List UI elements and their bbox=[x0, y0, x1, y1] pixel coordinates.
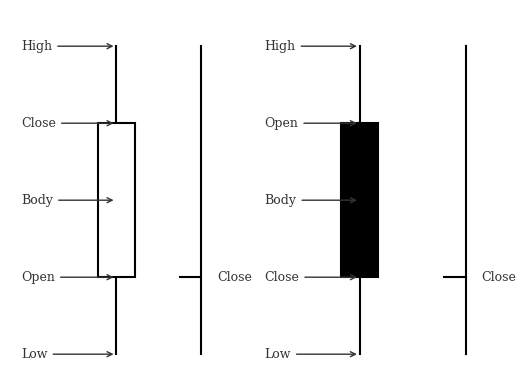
Text: Low: Low bbox=[21, 348, 112, 361]
Text: Low: Low bbox=[264, 348, 355, 361]
Text: Close: Close bbox=[264, 271, 355, 284]
FancyBboxPatch shape bbox=[341, 123, 378, 277]
Text: Open: Open bbox=[21, 271, 112, 284]
Text: High: High bbox=[264, 40, 355, 53]
Text: Close: Close bbox=[217, 271, 252, 284]
Text: Body: Body bbox=[264, 194, 355, 207]
Text: Body: Body bbox=[21, 194, 112, 207]
Text: High: High bbox=[21, 40, 112, 53]
Text: Open: Open bbox=[264, 117, 355, 130]
FancyBboxPatch shape bbox=[98, 123, 135, 277]
Text: Close: Close bbox=[21, 117, 112, 130]
Text: Close: Close bbox=[481, 271, 516, 284]
